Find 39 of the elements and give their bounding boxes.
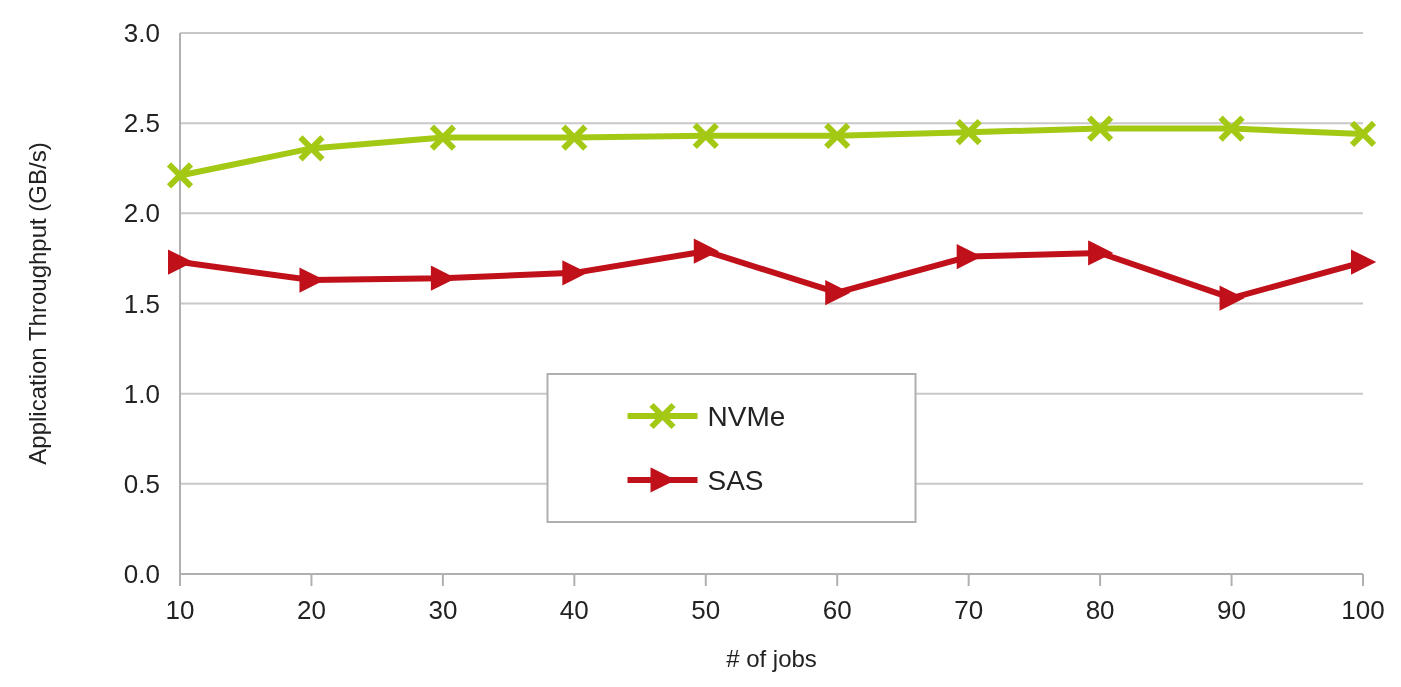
- legend-label: NVMe: [707, 400, 786, 432]
- point: [166, 161, 194, 190]
- point: [1351, 250, 1375, 275]
- x-tick-label: 50: [691, 595, 721, 625]
- point: [1088, 241, 1113, 266]
- y-tick-label: 0.0: [123, 559, 160, 590]
- point: [954, 118, 983, 147]
- point: [168, 250, 192, 275]
- y-tick-label: 1.0: [123, 378, 160, 409]
- point: [691, 121, 720, 150]
- point: [297, 134, 326, 163]
- point: [430, 266, 455, 291]
- point: [1086, 114, 1115, 143]
- point: [693, 239, 718, 264]
- x-tick-label: 40: [559, 595, 589, 625]
- y-tick-label: 1.5: [123, 288, 160, 319]
- x-tick-label: 10: [165, 595, 195, 625]
- x-tick-label: 100: [1341, 595, 1385, 625]
- point: [1219, 286, 1244, 311]
- x-tick-label: 90: [1217, 595, 1247, 625]
- y-tick-label: 2.0: [123, 198, 160, 229]
- x-tick-label: 70: [954, 595, 984, 625]
- point: [1349, 119, 1377, 148]
- y-tick-label: 2.5: [123, 108, 160, 139]
- y-tick-label: 3.0: [123, 18, 160, 49]
- x-tick-label: 30: [428, 595, 458, 625]
- point: [562, 260, 587, 285]
- point: [1217, 114, 1246, 143]
- x-axis-title: # of jobs: [726, 645, 817, 672]
- point: [825, 280, 850, 305]
- point: [823, 121, 852, 150]
- x-tick-label: 20: [296, 595, 326, 625]
- y-axis-title: Application Throughput (GB/s): [24, 142, 51, 465]
- x-tick-label: 60: [822, 595, 852, 625]
- legend-label: SAS: [707, 464, 764, 496]
- point: [428, 123, 457, 152]
- y-tick-label: 0.5: [123, 468, 160, 499]
- x-tick-label: 80: [1085, 595, 1115, 625]
- point: [560, 123, 589, 152]
